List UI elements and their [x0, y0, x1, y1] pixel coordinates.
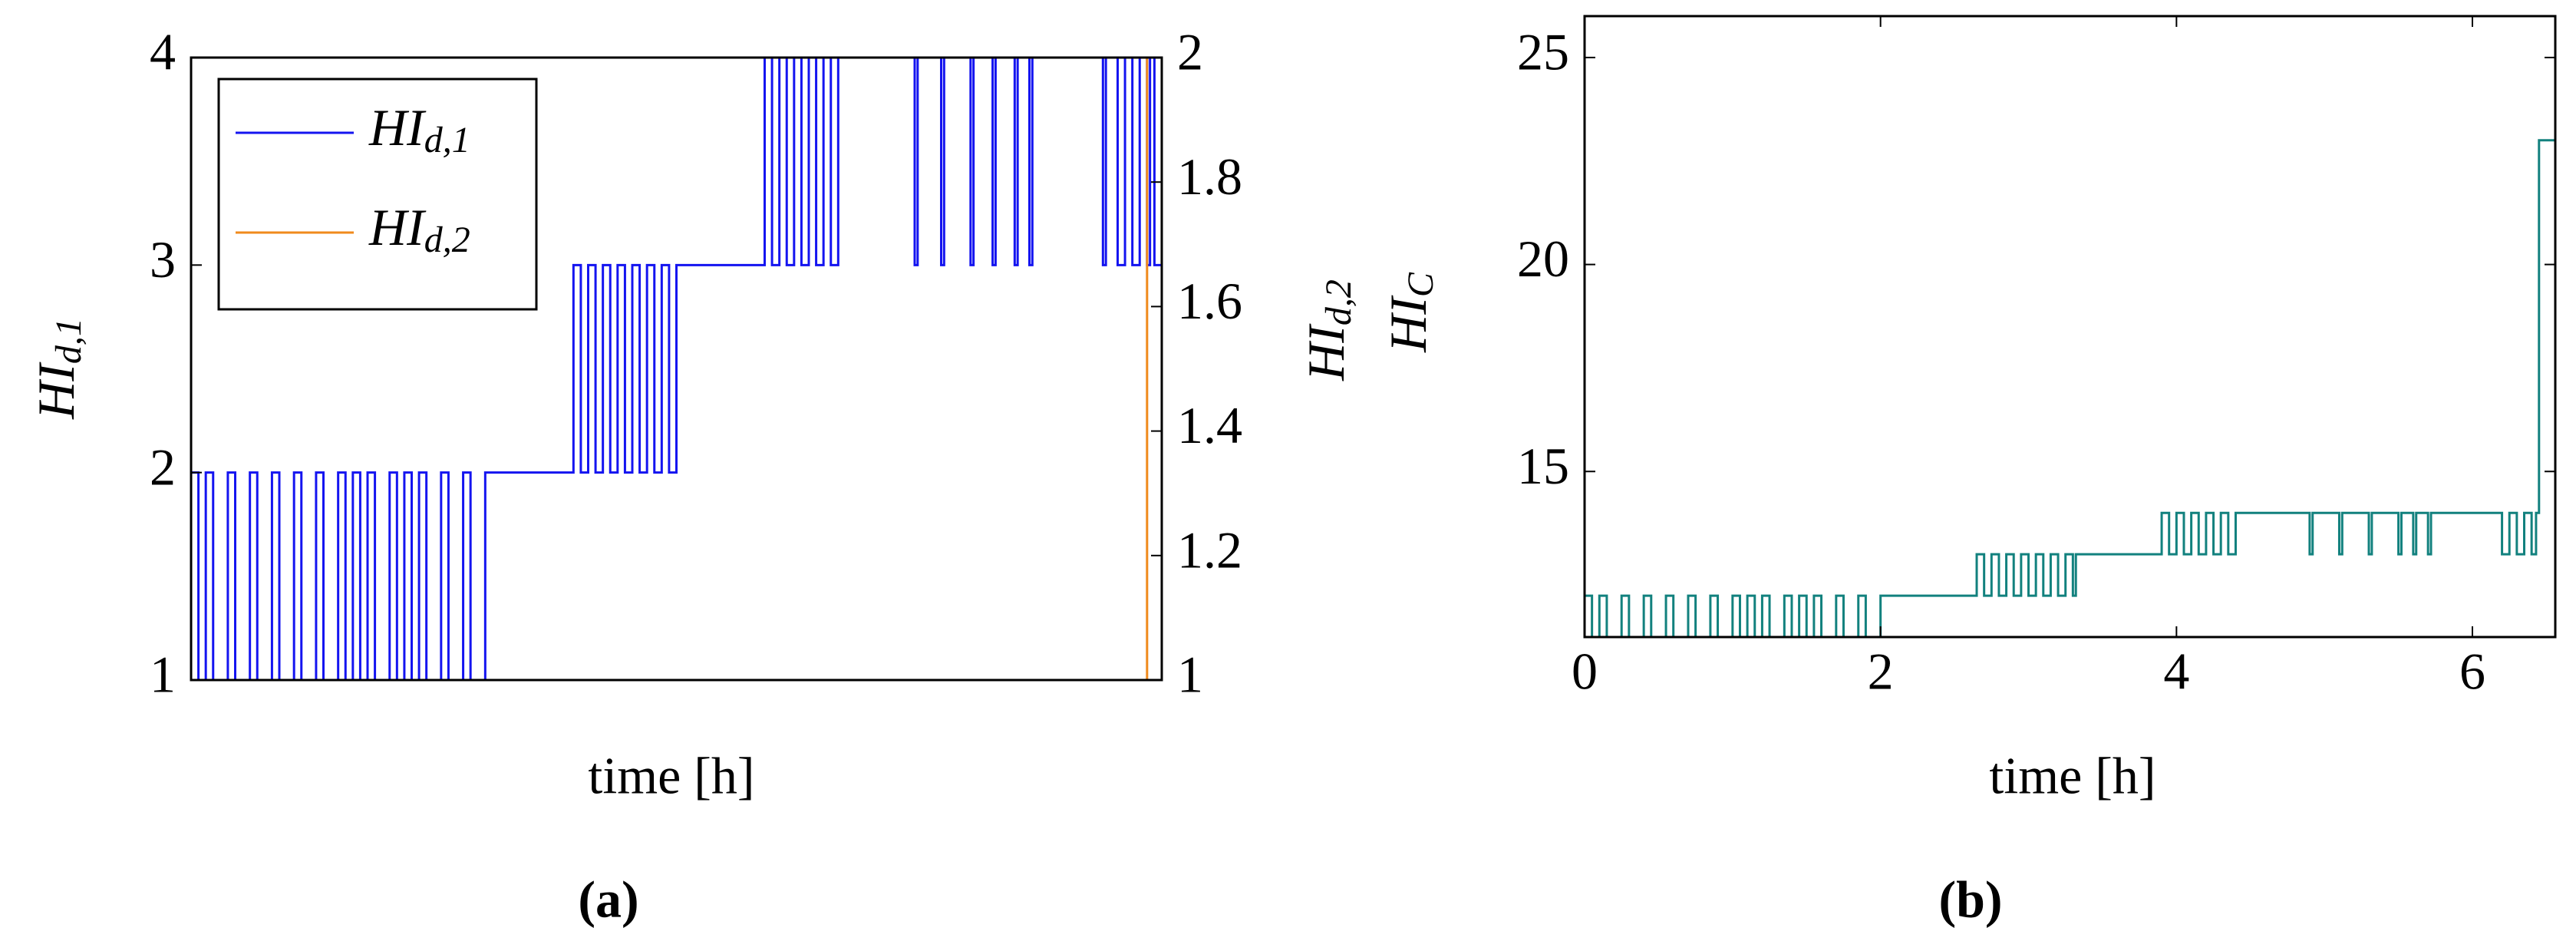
- plot-frame: [190, 56, 1163, 682]
- x-tick-label: 6: [2459, 642, 2485, 701]
- y2-tick-label: 1.2: [1177, 520, 1242, 579]
- y2-tick-label: 1.8: [1177, 147, 1242, 206]
- y-tick-label: 1: [150, 645, 176, 704]
- x-axis-label: time [h]: [1989, 747, 2155, 805]
- y-axis-label-sub: d,1: [48, 318, 89, 364]
- legend-label-sub: d,1: [424, 120, 470, 160]
- y-tick-label: 15: [1517, 437, 1569, 495]
- y-axis-label: HId,1: [27, 318, 89, 420]
- y2-tick-label: 1.4: [1177, 396, 1242, 454]
- y-axis-label-main: HI: [1379, 295, 1437, 353]
- caption: (b): [1938, 870, 2002, 929]
- y-tick-label: 4: [150, 23, 176, 81]
- legend-label: HId,2: [368, 198, 470, 260]
- y2-axis-label: HId,2: [1297, 279, 1359, 381]
- y-tick-label: 20: [1517, 229, 1569, 288]
- legend-label: HId,1: [368, 98, 470, 160]
- x-axis-label: time [h]: [588, 747, 754, 805]
- x-tick-label: 4: [2163, 642, 2189, 701]
- x-tick-label: 2: [1868, 642, 1894, 701]
- legend-box: [217, 78, 538, 311]
- data-line: [1585, 139, 2555, 639]
- legend-label-main: HI: [368, 98, 427, 157]
- y-axis-label-main: HI: [27, 362, 85, 420]
- y-tick-label: 2: [150, 437, 176, 496]
- y-tick-label: 3: [150, 230, 176, 289]
- y-tick-label: 25: [1517, 23, 1569, 81]
- y-axis-label-sub: C: [1400, 272, 1441, 297]
- caption: (a): [578, 870, 638, 929]
- y-axis-label: HIC: [1379, 272, 1441, 353]
- y2-tick-label: 2: [1177, 23, 1203, 81]
- legend-label-sub: d,2: [424, 220, 470, 260]
- y2-axis-label-main: HI: [1297, 323, 1355, 381]
- y2-tick-label: 1: [1177, 645, 1203, 704]
- y2-tick-label: 1.6: [1177, 272, 1242, 330]
- x-tick-label: 0: [1572, 642, 1598, 701]
- y2-axis-label-sub: d,2: [1318, 279, 1359, 325]
- plot-frame: [1583, 15, 2557, 639]
- data-line: [191, 56, 1162, 682]
- legend-label-main: HI: [368, 198, 427, 256]
